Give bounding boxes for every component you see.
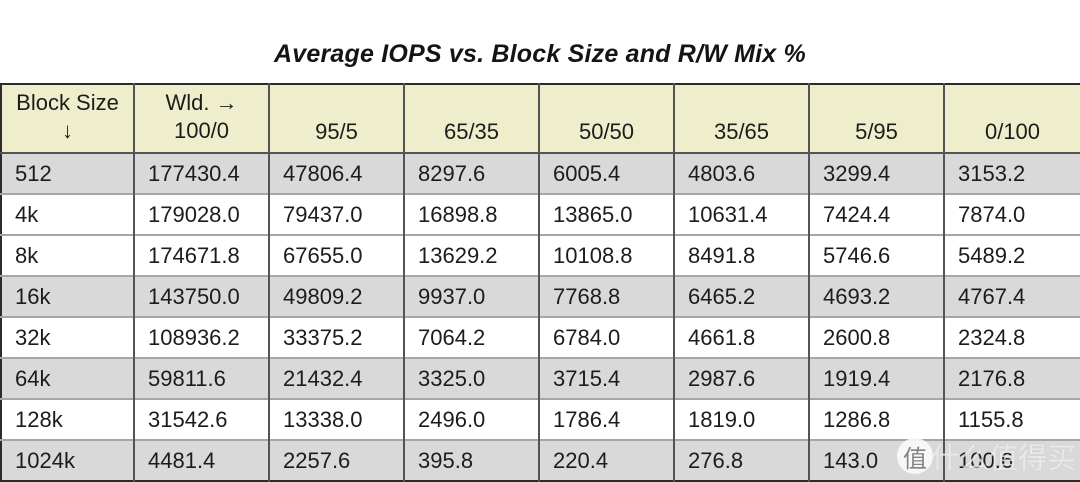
cell: 4803.6: [673, 152, 809, 194]
col-header-workload-100-0: Wld. → 100/0: [133, 84, 269, 154]
cell: 16898.8: [403, 193, 539, 235]
row-header-512: 512: [1, 152, 134, 194]
cell: 8491.8: [673, 234, 809, 276]
cell: 79437.0: [268, 193, 404, 235]
cell: 9937.0: [403, 275, 539, 317]
cell: 10631.4: [673, 193, 809, 235]
cell: 220.4: [538, 439, 674, 481]
cell: 3153.2: [943, 152, 1080, 194]
table-row-128k: 128k 31542.6 13338.0 2496.0 1786.4 1819.…: [1, 398, 1080, 440]
cell: 276.8: [673, 439, 809, 481]
header-row: Block Size ↓ Wld. → 100/0 95/5 65/35 50/…: [1, 84, 1080, 154]
cell: 177430.4: [133, 152, 269, 194]
cell: 67655.0: [268, 234, 404, 276]
cell: 4661.8: [673, 316, 809, 358]
cell: 13629.2: [403, 234, 539, 276]
col-header-5-95: 5/95: [808, 84, 944, 154]
col-header-50-50: 50/50: [538, 84, 674, 154]
cell: 7874.0: [943, 193, 1080, 235]
block-size-label: Block Size: [16, 90, 119, 115]
row-header-1024k: 1024k: [1, 439, 134, 481]
cell: 3715.4: [538, 357, 674, 399]
cell: 59811.6: [133, 357, 269, 399]
cell: 7064.2: [403, 316, 539, 358]
table-row-32k: 32k 108936.2 33375.2 7064.2 6784.0 4661.…: [1, 316, 1080, 358]
cell: 13865.0: [538, 193, 674, 235]
cell: 2324.8: [943, 316, 1080, 358]
cell: 10108.8: [538, 234, 674, 276]
row-header-128k: 128k: [1, 398, 134, 440]
cell: 49809.2: [268, 275, 404, 317]
col-header-65-35: 65/35: [403, 84, 539, 154]
workload-label: Wld. →: [165, 90, 238, 115]
cell: 4693.2: [808, 275, 944, 317]
cell: 6465.2: [673, 275, 809, 317]
cell: 6005.4: [538, 152, 674, 194]
row-header-4k: 4k: [1, 193, 134, 235]
cell: 31542.6: [133, 398, 269, 440]
cell: 8297.6: [403, 152, 539, 194]
cell: 2176.8: [943, 357, 1080, 399]
row-header-64k: 64k: [1, 357, 134, 399]
cell: 1155.8: [943, 398, 1080, 440]
cell: 395.8: [403, 439, 539, 481]
cell: 5489.2: [943, 234, 1080, 276]
cell: 179028.0: [133, 193, 269, 235]
cell: 4767.4: [943, 275, 1080, 317]
cell: 1786.4: [538, 398, 674, 440]
cell: 7424.4: [808, 193, 944, 235]
cell: 3299.4: [808, 152, 944, 194]
table-row-8k: 8k 174671.8 67655.0 13629.2 10108.8 8491…: [1, 234, 1080, 276]
cell: 4481.4: [133, 439, 269, 481]
cell: 6784.0: [538, 316, 674, 358]
table-row-16k: 16k 143750.0 49809.2 9937.0 7768.8 6465.…: [1, 275, 1080, 317]
table-row-1024k: 1024k 4481.4 2257.6 395.8 220.4 276.8 14…: [1, 439, 1080, 481]
chart-title: Average IOPS vs. Block Size and R/W Mix …: [274, 40, 806, 68]
cell: 33375.2: [268, 316, 404, 358]
cell: 21432.4: [268, 357, 404, 399]
cell: 1819.0: [673, 398, 809, 440]
cell: 143.0: [808, 439, 944, 481]
cell: 5746.6: [808, 234, 944, 276]
table-row-4k: 4k 179028.0 79437.0 16898.8 13865.0 1063…: [1, 193, 1080, 235]
row-header-16k: 16k: [1, 275, 134, 317]
col-header-block-size: Block Size ↓: [1, 84, 134, 154]
cell: 143750.0: [133, 275, 269, 317]
iops-table: Block Size ↓ Wld. → 100/0 95/5 65/35 50/…: [0, 83, 1080, 482]
row-header-8k: 8k: [1, 234, 134, 276]
col-header-95-5: 95/5: [268, 84, 404, 154]
col-header-35-65: 35/65: [673, 84, 809, 154]
cell: 2600.8: [808, 316, 944, 358]
cell: 13338.0: [268, 398, 404, 440]
cell: 3325.0: [403, 357, 539, 399]
cell: 100.6: [943, 439, 1080, 481]
col-header-0-100: 0/100: [943, 84, 1080, 154]
cell: 108936.2: [133, 316, 269, 358]
cell: 2987.6: [673, 357, 809, 399]
cell: 2496.0: [403, 398, 539, 440]
cell: 1919.4: [808, 357, 944, 399]
mix-label-100-0: 100/0: [173, 118, 230, 143]
row-header-32k: 32k: [1, 316, 134, 358]
down-arrow-icon: ↓: [62, 118, 73, 143]
table-row-64k: 64k 59811.6 21432.4 3325.0 3715.4 2987.6…: [1, 357, 1080, 399]
cell: 1286.8: [808, 398, 944, 440]
cell: 47806.4: [268, 152, 404, 194]
cell: 2257.6: [268, 439, 404, 481]
cell: 174671.8: [133, 234, 269, 276]
cell: 7768.8: [538, 275, 674, 317]
table-row-512: 512 177430.4 47806.4 8297.6 6005.4 4803.…: [1, 152, 1080, 194]
